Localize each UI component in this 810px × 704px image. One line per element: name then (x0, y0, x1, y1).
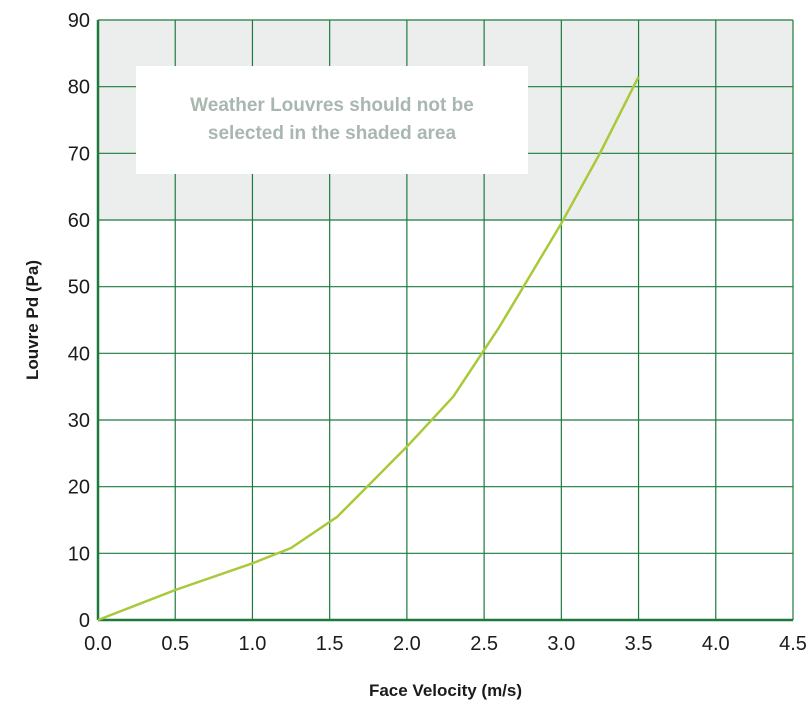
y-tick-label: 80 (68, 77, 90, 99)
x-tick-labels: 0.0 0.5 1.0 1.5 2.0 2.5 3.0 3.5 4.0 4.5 (84, 633, 807, 655)
annotation-text-line-2: selected in the shaded area (208, 123, 457, 144)
axes (96, 20, 793, 622)
x-tick-label: 1.0 (239, 633, 267, 655)
y-axis-title: Louvre Pd (Pa) (23, 260, 42, 380)
y-tick-label: 0 (79, 610, 90, 632)
y-tick-label: 70 (68, 143, 90, 165)
x-tick-label: 3.0 (547, 633, 575, 655)
annotation-text-line-1: Weather Louvres should not be (190, 95, 474, 116)
x-tick-label: 3.5 (625, 633, 653, 655)
x-tick-label: 2.5 (470, 633, 498, 655)
y-tick-label: 20 (68, 477, 90, 499)
y-tick-label: 40 (68, 343, 90, 365)
y-tick-label: 30 (68, 410, 90, 432)
series-line (97, 76, 640, 622)
data-series (97, 76, 640, 622)
y-tick-labels: 0 10 20 30 40 50 60 70 80 90 (68, 10, 90, 632)
x-tick-label: 2.0 (393, 633, 421, 655)
y-tick-label: 10 (68, 543, 90, 565)
x-axis-title: Face Velocity (m/s) (369, 681, 522, 700)
y-tick-label: 90 (68, 10, 90, 32)
x-tick-label: 4.0 (702, 633, 730, 655)
x-tick-label: 0.0 (84, 633, 112, 655)
x-tick-label: 1.5 (316, 633, 344, 655)
y-tick-label: 60 (68, 210, 90, 232)
annotation-box: Weather Louvres should not be selected i… (136, 66, 528, 174)
y-tick-label: 50 (68, 277, 90, 299)
annotation-background (136, 66, 528, 174)
x-tick-label: 4.5 (779, 633, 807, 655)
x-tick-label: 0.5 (161, 633, 189, 655)
